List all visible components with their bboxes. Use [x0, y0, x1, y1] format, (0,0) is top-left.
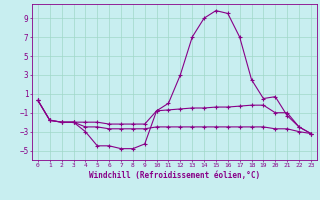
X-axis label: Windchill (Refroidissement éolien,°C): Windchill (Refroidissement éolien,°C)	[89, 171, 260, 180]
